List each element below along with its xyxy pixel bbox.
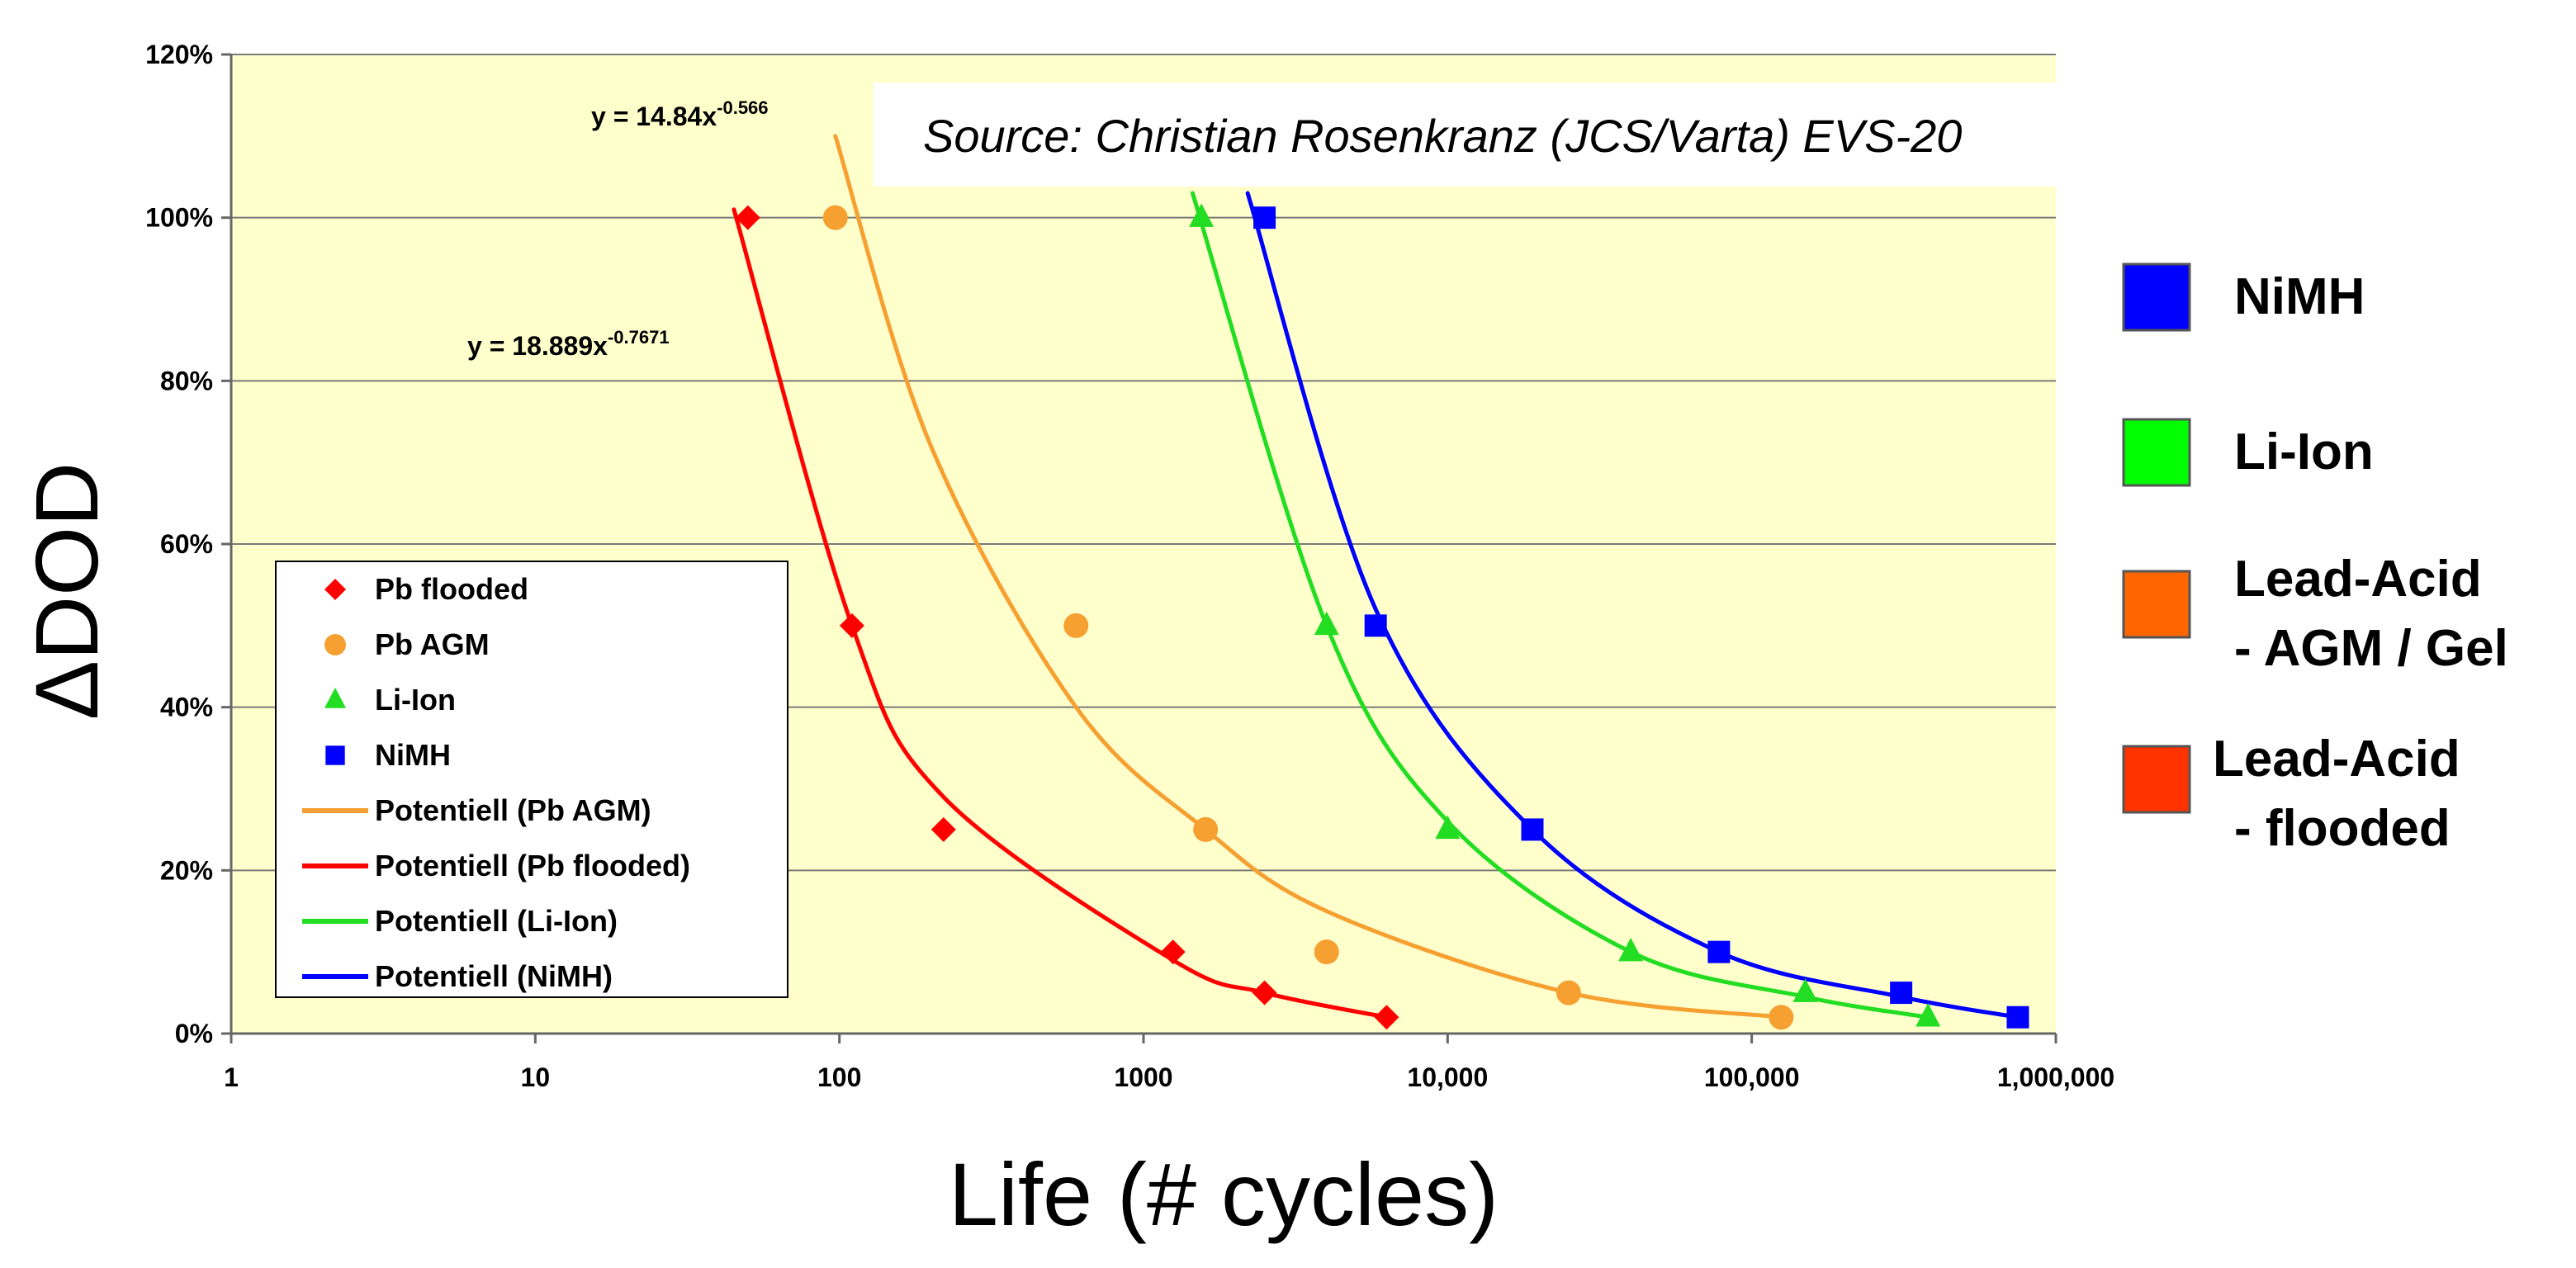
point-li-ion xyxy=(1435,815,1461,840)
legend-marker-pb-flooded xyxy=(324,579,346,600)
source-box xyxy=(874,83,2056,187)
legend-label: Li-Ion xyxy=(375,683,456,717)
x-tick-label: 1 xyxy=(224,1062,239,1092)
side-legend-swatch-lead-acid-flooded xyxy=(2122,745,2191,814)
x-tick-label: 10 xyxy=(521,1062,551,1092)
point-pb-flooded xyxy=(1374,1005,1399,1030)
point-nimh xyxy=(1890,982,1913,1005)
x-tick-label: 1000 xyxy=(1114,1062,1172,1092)
data-points xyxy=(735,203,2029,1030)
x-tick-label: 100,000 xyxy=(1704,1062,1800,1092)
side-legend-swatch-li-ion xyxy=(2122,418,2191,487)
point-li-ion xyxy=(1792,978,1818,1002)
tick-labels: 1 10 100 1000 10,000 100,000 1,000,000 0% 20% 40%… xyxy=(145,40,2114,1092)
point-nimh xyxy=(2006,1005,2029,1029)
point-pb-agm xyxy=(822,205,848,230)
point-pb-agm xyxy=(1769,1005,1794,1030)
y-tick-label: 60% xyxy=(160,529,213,559)
point-pb-agm xyxy=(1063,613,1089,638)
side-legend: NiMH Li-Ion Lead-Acid - AGM / Gel Lead-Acid -… xyxy=(2122,263,2508,857)
legend-label: NiMH xyxy=(375,738,451,772)
side-legend-label: - flooded xyxy=(2234,800,2451,857)
y-tick-label: 80% xyxy=(160,366,213,395)
point-pb-flooded xyxy=(1252,980,1277,1005)
point-nimh xyxy=(1253,206,1276,229)
legend-label: Potentiell (NiMH) xyxy=(375,959,613,993)
point-pb-flooded xyxy=(1160,939,1186,965)
equation-pb-flooded: y = 18.889x-0.7671 xyxy=(467,327,670,361)
x-axis-title: Life (# cycles) xyxy=(949,1144,1499,1244)
point-pb-agm xyxy=(1314,939,1339,965)
legend-label: Potentiell (Pb flooded) xyxy=(375,849,690,882)
legend: Pb flooded Pb AGM Li-Ion NiMH Potentiell (Pb… xyxy=(275,561,788,998)
point-pb-agm xyxy=(1193,816,1219,842)
side-legend-label: Lead-Acid xyxy=(2213,731,2460,788)
side-legend-label: NiMH xyxy=(2234,268,2365,325)
side-legend-label: Lead-Acid xyxy=(2234,551,2482,608)
equation-pb-agm: y = 14.84x-0.566 xyxy=(591,97,769,131)
y-tick-label: 20% xyxy=(160,855,213,885)
point-pb-agm xyxy=(1556,980,1581,1005)
legend-box xyxy=(275,561,788,998)
legend-marker-nimh xyxy=(325,745,345,765)
point-nimh xyxy=(1521,818,1544,841)
x-tick-label: 1,000,000 xyxy=(1997,1062,2114,1092)
point-li-ion xyxy=(1915,1002,1941,1027)
side-legend-label: - AGM / Gel xyxy=(2234,620,2508,677)
point-li-ion xyxy=(1618,937,1644,962)
y-tick-label: 40% xyxy=(160,693,213,722)
point-li-ion xyxy=(1314,611,1339,636)
legend-label: Pb AGM xyxy=(375,627,490,661)
legend-label: Pb flooded xyxy=(375,572,528,606)
source-annotation: Source: Christian Rosenkranz (JCS/Varta)… xyxy=(923,110,1962,162)
y-tick-label: 0% xyxy=(175,1019,213,1048)
side-legend-swatch-nimh xyxy=(2122,263,2191,332)
side-legend-label: Li-Ion xyxy=(2234,423,2374,480)
axes xyxy=(221,53,2057,1043)
x-tick-label: 10,000 xyxy=(1407,1062,1488,1092)
point-pb-flooded xyxy=(930,816,956,842)
x-tick-label: 100 xyxy=(817,1062,861,1092)
y-tick-label: 100% xyxy=(145,203,213,233)
trendline-potentiell-nimh xyxy=(1245,191,2020,1020)
point-nimh xyxy=(1364,614,1387,637)
legend-marker-li-ion xyxy=(324,688,346,708)
point-pb-flooded xyxy=(839,613,864,638)
point-li-ion xyxy=(1189,203,1215,227)
point-nimh xyxy=(1707,940,1731,963)
y-tick-label: 120% xyxy=(145,40,213,69)
legend-label: Potentiell (Pb AGM) xyxy=(375,793,651,827)
point-pb-flooded xyxy=(735,205,760,230)
side-legend-swatch-lead-acid-agm-gel xyxy=(2122,570,2191,639)
legend-label: Potentiell (Li-Ion) xyxy=(375,904,618,938)
y-axis-title: ΔDOD xyxy=(17,462,116,720)
legend-marker-pb-agm xyxy=(324,634,346,655)
